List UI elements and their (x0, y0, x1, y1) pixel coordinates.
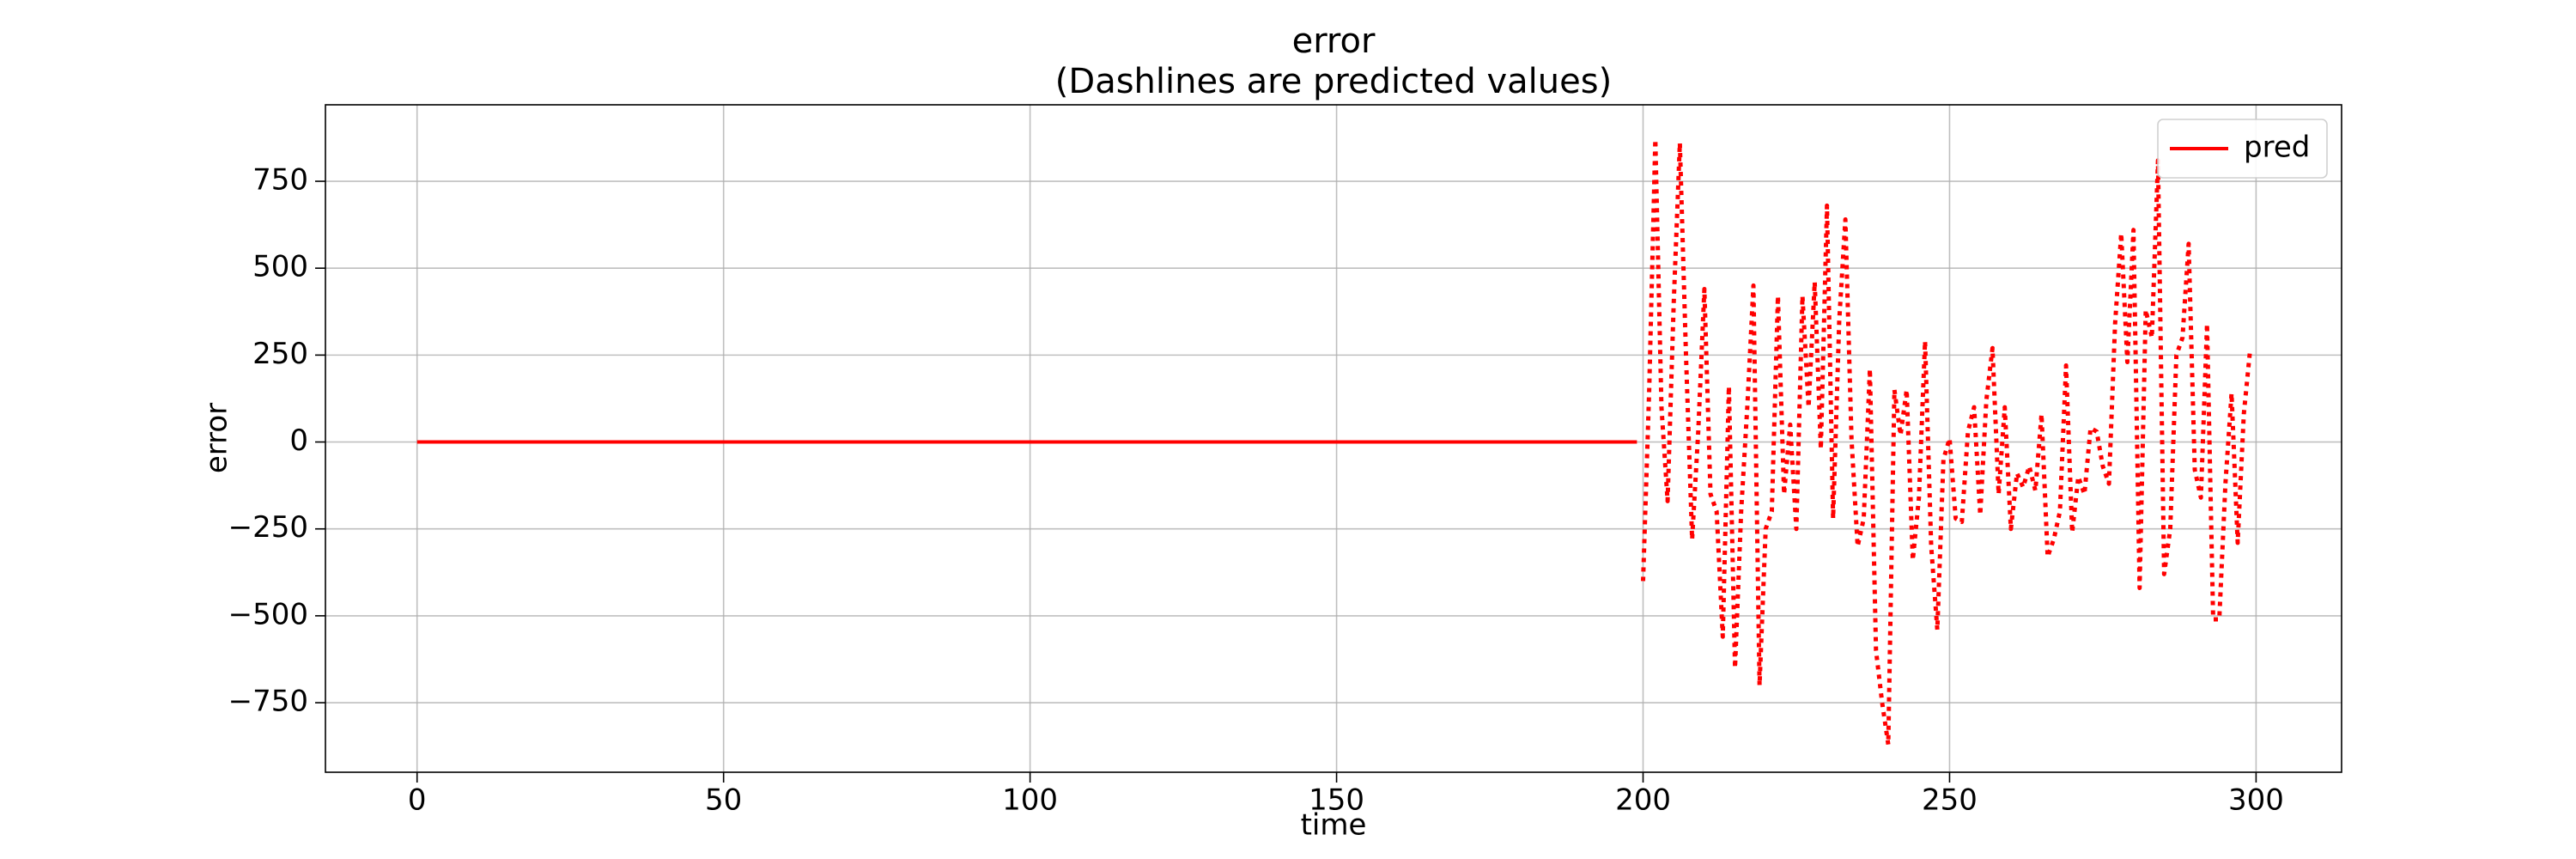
y-tick-label: 500 (252, 250, 308, 284)
y-tick-label: −500 (228, 597, 308, 631)
y-tick-label: −750 (228, 685, 308, 719)
series-line (1641, 137, 2252, 747)
y-axis-label: error (200, 403, 234, 473)
chart-title: error (1292, 21, 1376, 61)
y-tick-label: −250 (228, 510, 308, 545)
x-axis-label: time (1301, 808, 1367, 843)
x-tick-label: 300 (2228, 783, 2284, 818)
y-tick-label: 250 (252, 337, 308, 371)
legend-box (2157, 119, 2328, 179)
x-tick-label: 250 (1922, 783, 1978, 818)
y-tick-label: 0 (289, 423, 308, 458)
x-tick-label: 0 (408, 783, 427, 818)
y-tick-label: 750 (252, 163, 308, 198)
legend-label: pred (2244, 131, 2310, 165)
chart-subtitle: (Dashlines are predicted values) (1055, 62, 1612, 101)
x-tick-label: 200 (1615, 783, 1671, 818)
plot-frame (325, 104, 2342, 773)
x-tick-label: 50 (705, 783, 742, 818)
x-tick-label: 100 (1002, 783, 1058, 818)
x-tick-label: 150 (1309, 783, 1364, 818)
